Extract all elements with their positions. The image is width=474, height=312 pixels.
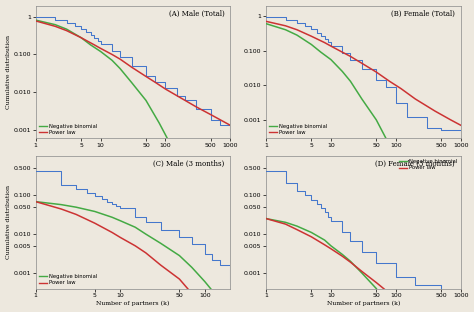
X-axis label: Number of partners (k): Number of partners (k) xyxy=(327,301,400,306)
Text: (B) Female (Total): (B) Female (Total) xyxy=(391,10,455,17)
Legend: Negative binomial, Power law: Negative binomial, Power law xyxy=(38,123,98,135)
Text: (A) Male (Total): (A) Male (Total) xyxy=(169,10,225,17)
Y-axis label: Cumulative distribution: Cumulative distribution xyxy=(6,35,10,109)
Text: (D) Female (3 months): (D) Female (3 months) xyxy=(375,160,455,168)
Y-axis label: Cumulative distribution: Cumulative distribution xyxy=(6,185,10,259)
X-axis label: Number of partners (k): Number of partners (k) xyxy=(96,301,170,306)
Legend: Negative binomial, Power law: Negative binomial, Power law xyxy=(38,274,98,286)
Legend: Negative binomial, Power law: Negative binomial, Power law xyxy=(269,123,328,135)
Text: (C) Male (3 months): (C) Male (3 months) xyxy=(153,160,225,168)
Legend: Negative binomial, Power law: Negative binomial, Power law xyxy=(399,159,458,171)
